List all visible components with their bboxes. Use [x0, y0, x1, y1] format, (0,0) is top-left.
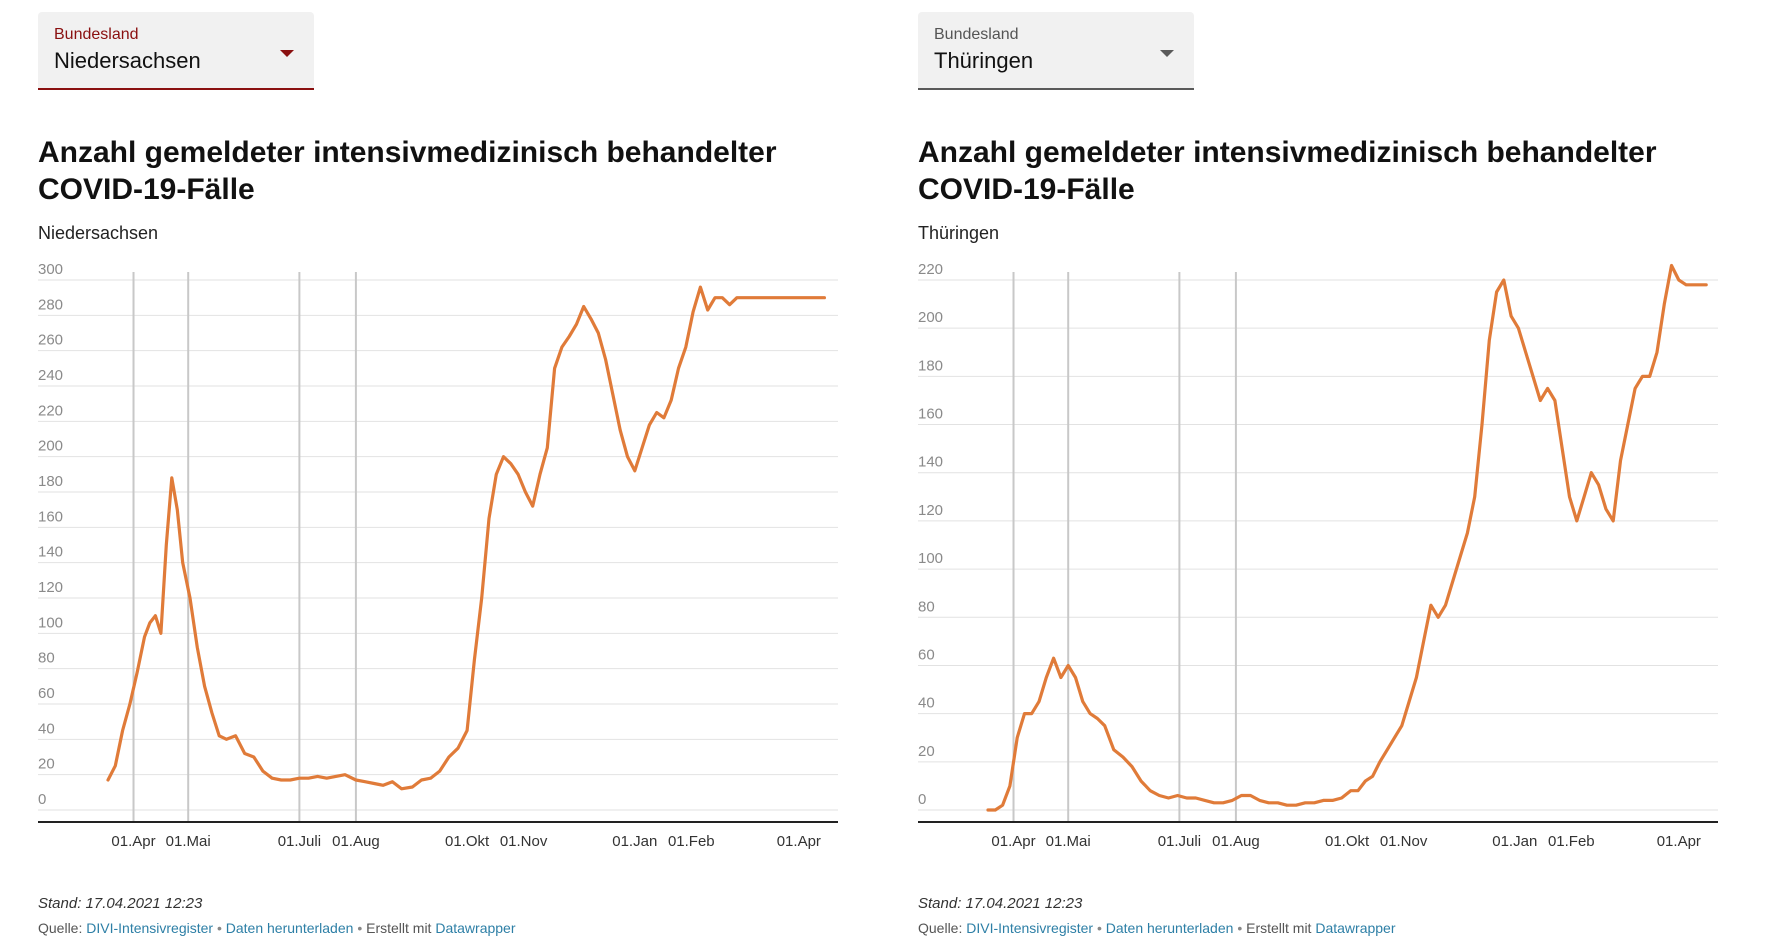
y-tick-label: 200	[918, 309, 943, 326]
x-tick-label: 01.Apr	[991, 833, 1035, 850]
created-with-label: Erstellt mit	[366, 920, 432, 936]
x-tick-label: 01.Apr	[777, 833, 821, 850]
x-tick-label: 01.Feb	[1548, 833, 1595, 850]
dropdown-label: Bundesland	[934, 26, 1019, 43]
datawrapper-link[interactable]: Datawrapper	[435, 920, 516, 936]
dropdown-value: Niedersachsen	[54, 48, 201, 73]
y-tick-label: 60	[918, 646, 935, 663]
series-line	[106, 285, 826, 791]
x-tick-label: 01.Feb	[668, 833, 715, 850]
chart-panel-niedersachsen: Bundesland Niedersachsen Anzahl gemeldet…	[38, 0, 858, 940]
y-tick-label: 240	[38, 367, 63, 384]
quelle-label: Quelle:	[38, 920, 83, 936]
dropdown-value: Thüringen	[934, 48, 1034, 73]
y-tick-label: 200	[38, 438, 63, 455]
y-tick-label: 60	[38, 685, 55, 702]
line-chart: 0 20 40 60 80 100 120 140 160 180 200 220 01.Apr 01.M…	[918, 261, 1718, 850]
x-tick-label: 01.Nov	[500, 833, 548, 850]
chevron-down-icon[interactable]	[1160, 50, 1174, 57]
y-tick-label: 260	[38, 332, 63, 349]
quelle-label: Quelle:	[918, 920, 963, 936]
divi-source-link[interactable]: DIVI-Intensivregister	[966, 920, 1094, 936]
separator: •	[357, 920, 363, 936]
y-tick-label: 140	[918, 454, 943, 471]
x-tick-label: 01.Aug	[1212, 833, 1260, 850]
line-chart: 0 20 40 60 80 100 120 140 160 180 200 220 240 260 280 3…	[38, 261, 838, 850]
y-tick-label: 20	[38, 756, 55, 773]
y-tick-label: 300	[38, 261, 63, 278]
y-tick-label: 180	[918, 357, 943, 374]
stand-timestamp: Stand: 17.04.2021 12:23	[38, 895, 203, 912]
x-tick-label: 01.Juli	[278, 833, 321, 850]
separator: •	[1096, 920, 1102, 936]
y-tick-label: 160	[38, 508, 63, 525]
chart-title: Anzahl gemeldeter intensivmedizinisch be…	[38, 136, 777, 206]
x-tick-label: 01.Mai	[1046, 833, 1091, 850]
y-tick-label: 0	[38, 791, 46, 808]
x-tick-label: 01.Okt	[1325, 833, 1370, 850]
separator: •	[216, 920, 222, 936]
chart-subtitle: Thüringen	[918, 223, 1000, 243]
download-data-link[interactable]: Daten herunterladen	[225, 920, 354, 936]
download-data-link[interactable]: Daten herunterladen	[1105, 920, 1234, 936]
y-tick-label: 100	[38, 614, 63, 631]
footer-source: Quelle: DIVI-Intensivregister • Daten he…	[918, 920, 1396, 936]
x-tick-label: 01.Mai	[166, 833, 211, 850]
y-tick-label: 140	[38, 544, 63, 561]
divi-source-link[interactable]: DIVI-Intensivregister	[86, 920, 214, 936]
x-tick-label: 01.Apr	[1657, 833, 1701, 850]
x-tick-label: 01.Aug	[332, 833, 380, 850]
y-tick-label: 180	[38, 473, 63, 490]
footer-source: Quelle: DIVI-Intensivregister • Daten he…	[38, 920, 516, 936]
chevron-down-icon[interactable]	[280, 50, 294, 57]
y-tick-label: 220	[918, 261, 943, 278]
chart-title: Anzahl gemeldeter intensivmedizinisch be…	[918, 136, 1657, 206]
bundesland-dropdown[interactable]: Bundesland Thüringen	[918, 12, 1194, 90]
y-tick-label: 220	[38, 402, 63, 419]
x-tick-label: 01.Nov	[1380, 833, 1428, 850]
y-tick-label: 40	[918, 695, 935, 712]
y-tick-label: 160	[918, 406, 943, 423]
series-line	[986, 263, 1708, 812]
y-tick-label: 0	[918, 791, 926, 808]
x-tick-label: 01.Jan	[1492, 833, 1537, 850]
dropdown-label: Bundesland	[54, 26, 139, 43]
y-tick-label: 80	[918, 598, 935, 615]
chart-subtitle: Niedersachsen	[38, 223, 159, 243]
y-tick-label: 120	[918, 502, 943, 519]
stand-timestamp: Stand: 17.04.2021 12:23	[918, 895, 1083, 912]
y-tick-label: 280	[38, 296, 63, 313]
y-tick-label: 100	[918, 550, 943, 567]
y-tick-label: 20	[918, 743, 935, 760]
x-tick-label: 01.Jan	[612, 833, 657, 850]
y-tick-label: 120	[38, 579, 63, 596]
x-tick-label: 01.Juli	[1158, 833, 1201, 850]
x-tick-label: 01.Okt	[445, 833, 490, 850]
separator: •	[1237, 920, 1243, 936]
chart-panel-thueringen: Bundesland Thüringen Anzahl gemeldeter i…	[918, 0, 1738, 940]
created-with-label: Erstellt mit	[1246, 920, 1312, 936]
y-tick-label: 40	[38, 720, 55, 737]
datawrapper-link[interactable]: Datawrapper	[1315, 920, 1396, 936]
x-tick-label: 01.Apr	[111, 833, 155, 850]
y-tick-label: 80	[38, 650, 55, 667]
bundesland-dropdown[interactable]: Bundesland Niedersachsen	[38, 12, 314, 90]
